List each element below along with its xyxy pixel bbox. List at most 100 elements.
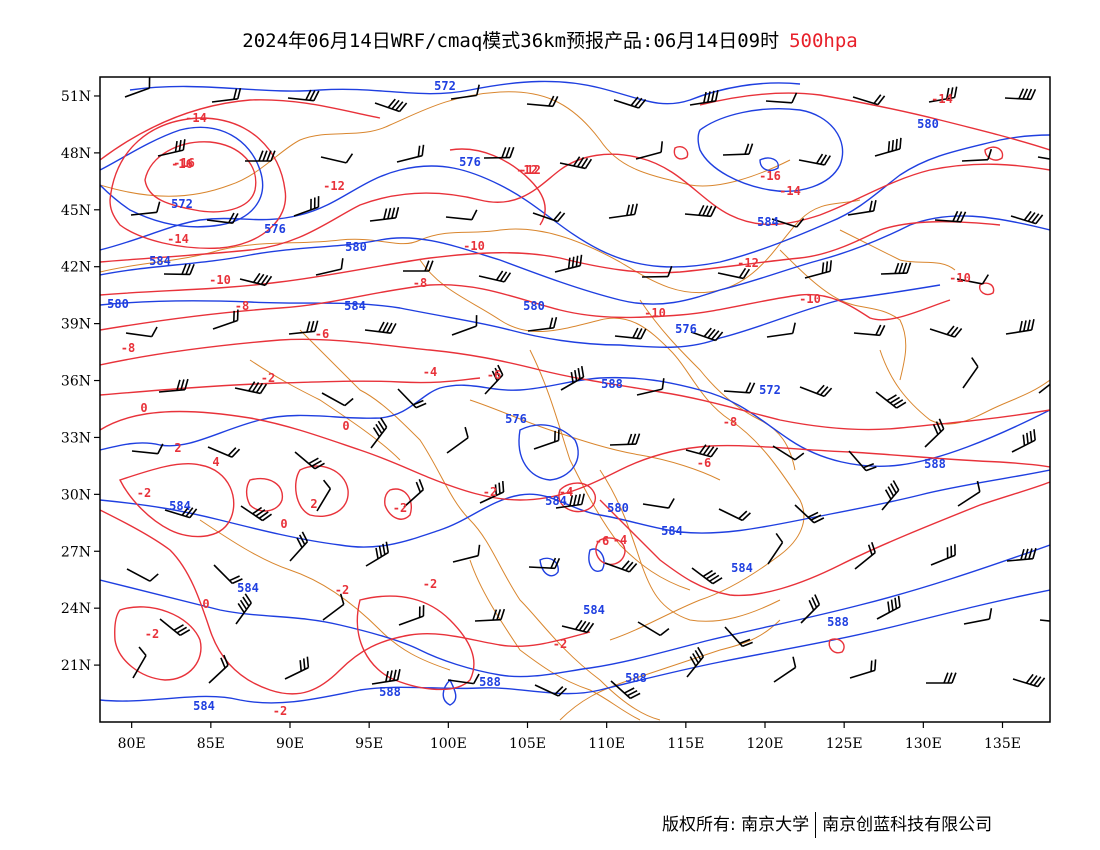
title-text: 2024年06月14日WRF/cmaq模式36km预报产品:06月14日09时 xyxy=(242,30,780,52)
y-tick-label: 48N xyxy=(61,146,91,162)
wind-barb xyxy=(772,445,805,461)
x-tick-label: 120E xyxy=(747,736,784,752)
wind-barb xyxy=(131,443,164,455)
wind-barb xyxy=(560,366,585,391)
wind-barb xyxy=(604,560,638,573)
wind-barb xyxy=(800,594,821,624)
temperature-contour-label: -6 xyxy=(697,456,711,470)
wind-barb xyxy=(451,315,478,336)
wind-barb xyxy=(164,506,198,519)
wind-barb xyxy=(849,659,877,679)
wind-barb xyxy=(398,605,425,626)
height-contour-label: 572 xyxy=(171,197,193,211)
y-tick-label: 36N xyxy=(61,374,91,390)
temperature-contour-label: -8 xyxy=(413,276,427,290)
wind-barb xyxy=(213,564,243,585)
wind-barb xyxy=(365,541,390,567)
wind-barb xyxy=(722,143,754,156)
y-tick-label: 27N xyxy=(61,544,91,560)
temperature-contour-label: -16 xyxy=(171,157,193,171)
y-tick-label: 51N xyxy=(61,89,91,105)
wind-barb xyxy=(206,212,239,224)
wind-barbs xyxy=(124,77,1050,700)
temperature-contour-label: 0 xyxy=(342,419,349,433)
wind-barb xyxy=(614,327,647,340)
wind-barb xyxy=(1012,673,1046,688)
wind-barb xyxy=(610,680,641,700)
wind-barb xyxy=(483,146,515,159)
wind-barb xyxy=(289,531,309,562)
height-contour-label: 580 xyxy=(523,299,545,313)
wind-barb xyxy=(684,204,717,218)
temperature-contour-label: -8 xyxy=(235,299,249,313)
temperature-contour-label: -8 xyxy=(723,415,737,429)
temperature-contour-label: -14 xyxy=(931,92,953,106)
wind-barb xyxy=(962,357,979,389)
wind-barb xyxy=(321,392,354,407)
wind-barb xyxy=(767,532,784,565)
temperature-contour-label: -14 xyxy=(185,111,207,125)
height-contour-label: 584 xyxy=(545,494,567,508)
copyright-owner-1: 版权所有: 南京大学 xyxy=(662,815,810,835)
temperature-labels: -14-16-12-12-14 -10-10-8-8-6-6-4-20024-20… xyxy=(121,92,971,718)
wind-barb xyxy=(124,77,151,98)
wind-barb xyxy=(799,384,833,398)
wind-barb xyxy=(848,450,877,472)
height-contour-label: 580 xyxy=(345,240,367,254)
temperature-contour-label: -10 xyxy=(949,271,971,285)
wind-barb xyxy=(635,141,664,160)
axis-ticks xyxy=(94,95,1004,728)
wind-barb xyxy=(853,324,886,337)
temperature-contours xyxy=(100,92,1050,695)
height-contour-label: 584 xyxy=(193,699,215,713)
wind-barb xyxy=(690,327,724,342)
wind-barb xyxy=(771,217,805,228)
height-contour-label: 576 xyxy=(505,412,527,426)
wind-barb xyxy=(534,684,568,697)
height-contour-label: 584 xyxy=(237,581,259,595)
temperature-contour-label: -4 xyxy=(423,365,437,379)
temperature-contour-label: -10 xyxy=(209,273,231,287)
wind-barb xyxy=(234,381,268,395)
wind-barb xyxy=(450,84,480,100)
wind-barb xyxy=(374,98,408,113)
wind-barb xyxy=(723,382,756,394)
wind-barb xyxy=(528,557,561,570)
wind-barb xyxy=(397,388,427,409)
height-contour-label: 580 xyxy=(607,501,629,515)
temperature-contour-label: -12 xyxy=(737,256,759,270)
latitude-labels: 51N 48N 45N 42N 39N 36N 33N 30N 27N 24N 21N xyxy=(61,89,91,674)
wind-barb xyxy=(316,479,332,512)
wind-barb xyxy=(315,258,344,276)
wind-barb xyxy=(125,326,158,338)
temperature-contour-label: -12 xyxy=(323,179,345,193)
wind-barb xyxy=(794,504,825,524)
x-tick-label: 135E xyxy=(984,736,1021,752)
wind-barb xyxy=(1010,210,1044,225)
wind-barb xyxy=(854,541,876,570)
wind-barb xyxy=(1038,383,1050,394)
wind-barb xyxy=(928,86,958,103)
wind-barb xyxy=(1011,429,1036,453)
temperature-contour-label: -2 xyxy=(393,501,407,515)
wind-barb xyxy=(1004,88,1037,101)
temperature-contour-label: -8 xyxy=(121,341,135,355)
wind-barb xyxy=(717,267,751,280)
copyright-footer: 版权所有: 南京大学 南京创蓝科技有限公司 xyxy=(662,810,992,838)
temperature-contour-label: -2 xyxy=(137,486,151,500)
wind-barb xyxy=(446,426,469,454)
wind-barb xyxy=(364,321,397,334)
wind-barb xyxy=(724,626,753,648)
x-tick-label: 110E xyxy=(588,736,625,752)
y-tick-label: 33N xyxy=(61,430,91,446)
wind-barb xyxy=(961,148,993,162)
wind-barb xyxy=(874,137,902,157)
wind-barb xyxy=(287,89,320,102)
wind-barb xyxy=(852,94,886,106)
x-tick-label: 85E xyxy=(197,736,225,752)
height-contour-label: 584 xyxy=(583,603,605,617)
y-tick-label: 39N xyxy=(61,317,91,333)
wind-barb xyxy=(478,270,512,283)
wind-barb xyxy=(613,96,647,109)
